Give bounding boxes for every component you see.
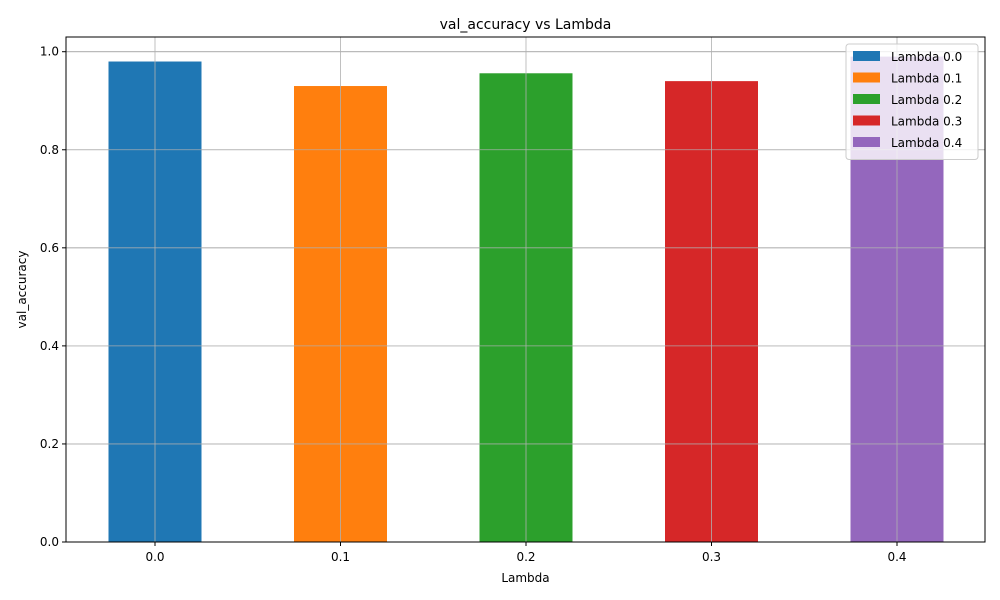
legend-entry: Lambda 0.2 (891, 93, 962, 107)
y-tick-label: 0.0 (40, 535, 59, 549)
x-tick-label: 0.2 (516, 550, 535, 564)
x-tick-label: 0.1 (331, 550, 350, 564)
y-tick-label: 0.4 (40, 339, 59, 353)
y-tick-label: 0.2 (40, 437, 59, 451)
legend-entry: Lambda 0.1 (891, 72, 962, 86)
x-axis-label: Lambda (501, 571, 549, 585)
x-tick-label: 0.0 (145, 550, 164, 564)
legend-swatch (853, 137, 880, 147)
y-tick-label: 1.0 (40, 45, 59, 59)
y-tick-label: 0.6 (40, 241, 59, 255)
legend-swatch (853, 115, 880, 126)
legend-entry: Lambda 0.0 (891, 50, 962, 64)
legend: Lambda 0.0 Lambda 0.1 Lambda 0.2 Lambda 0.3… (845, 43, 979, 160)
legend-swatch (853, 94, 880, 104)
ticks: 0.0 0.2 0.4 0.6 0.8 1.0 0.0 0.1 0.2 0.3 0.4 (40, 45, 907, 564)
legend-entry: Lambda 0.3 (891, 115, 962, 129)
y-axis-label: val_accuracy (15, 251, 29, 329)
legend-swatch (853, 72, 880, 83)
legend-entry: Lambda 0.4 (891, 136, 962, 150)
x-tick-label: 0.3 (702, 550, 721, 564)
legend-swatch (853, 51, 880, 61)
chart-title: val_accuracy vs Lambda (440, 17, 612, 33)
y-tick-label: 0.8 (40, 143, 59, 157)
x-tick-label: 0.4 (887, 550, 906, 564)
